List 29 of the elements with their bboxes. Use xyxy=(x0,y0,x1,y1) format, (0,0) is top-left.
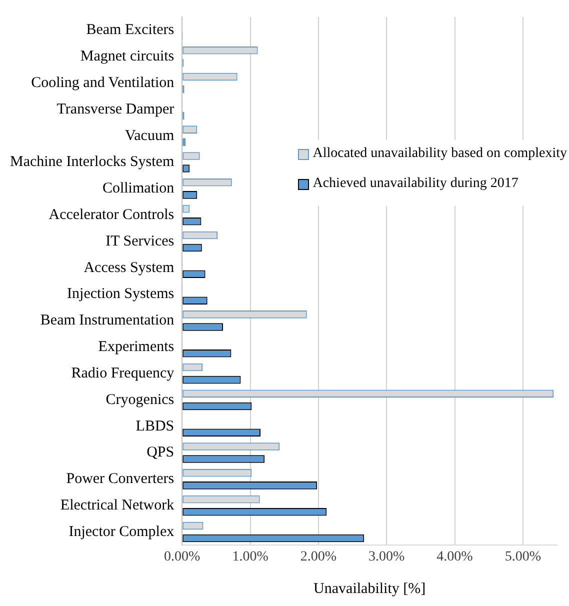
y-tick-label: Cooling and Ventilation xyxy=(31,74,175,91)
x-axis-title: Unavailability [%] xyxy=(314,580,426,597)
legend-label: Achieved unavailability during 2017 xyxy=(312,176,518,192)
y-tick-label: Beam Exciters xyxy=(86,22,174,38)
x-tick-label: 0.00% xyxy=(164,549,201,564)
y-tick-label: Cryogenics xyxy=(106,392,174,408)
x-tick-label: 4.00% xyxy=(436,549,474,564)
x-tick-label: 3.00% xyxy=(368,549,406,564)
y-tick-label: Accelerator Controls xyxy=(48,207,174,224)
y-tick-label: Machine Interlocks System xyxy=(10,154,174,170)
y-tick-label: Power Converters xyxy=(66,471,174,488)
y-tick-label: Magnet circuits xyxy=(80,48,174,65)
y-tick-label: Injection Systems xyxy=(67,286,174,302)
y-tick-label: Experiments xyxy=(98,339,174,356)
y-tick-label: Collimation xyxy=(102,180,175,197)
y-tick-label: Transverse Damper xyxy=(56,101,174,118)
y-tick-label: Vacuum xyxy=(124,128,174,144)
x-tick-label: 5.00% xyxy=(504,549,542,564)
legend-label: Allocated unavailability based on complexity xyxy=(312,146,567,162)
y-tick-label: Beam Instrumentation xyxy=(40,312,175,329)
x-tick-label: 2.00% xyxy=(300,549,337,564)
y-tick-label: Access System xyxy=(84,260,174,276)
x-tick-label: 1.00% xyxy=(232,549,269,564)
y-tick-label: Electrical Network xyxy=(60,498,175,514)
y-tick-label: Injector Complex xyxy=(68,524,175,540)
y-tick-label: LBDS xyxy=(136,418,174,434)
y-tick-label: QPS xyxy=(146,444,174,461)
y-tick-label: IT Services xyxy=(106,233,174,250)
y-tick-label: Radio Frequency xyxy=(71,365,175,382)
